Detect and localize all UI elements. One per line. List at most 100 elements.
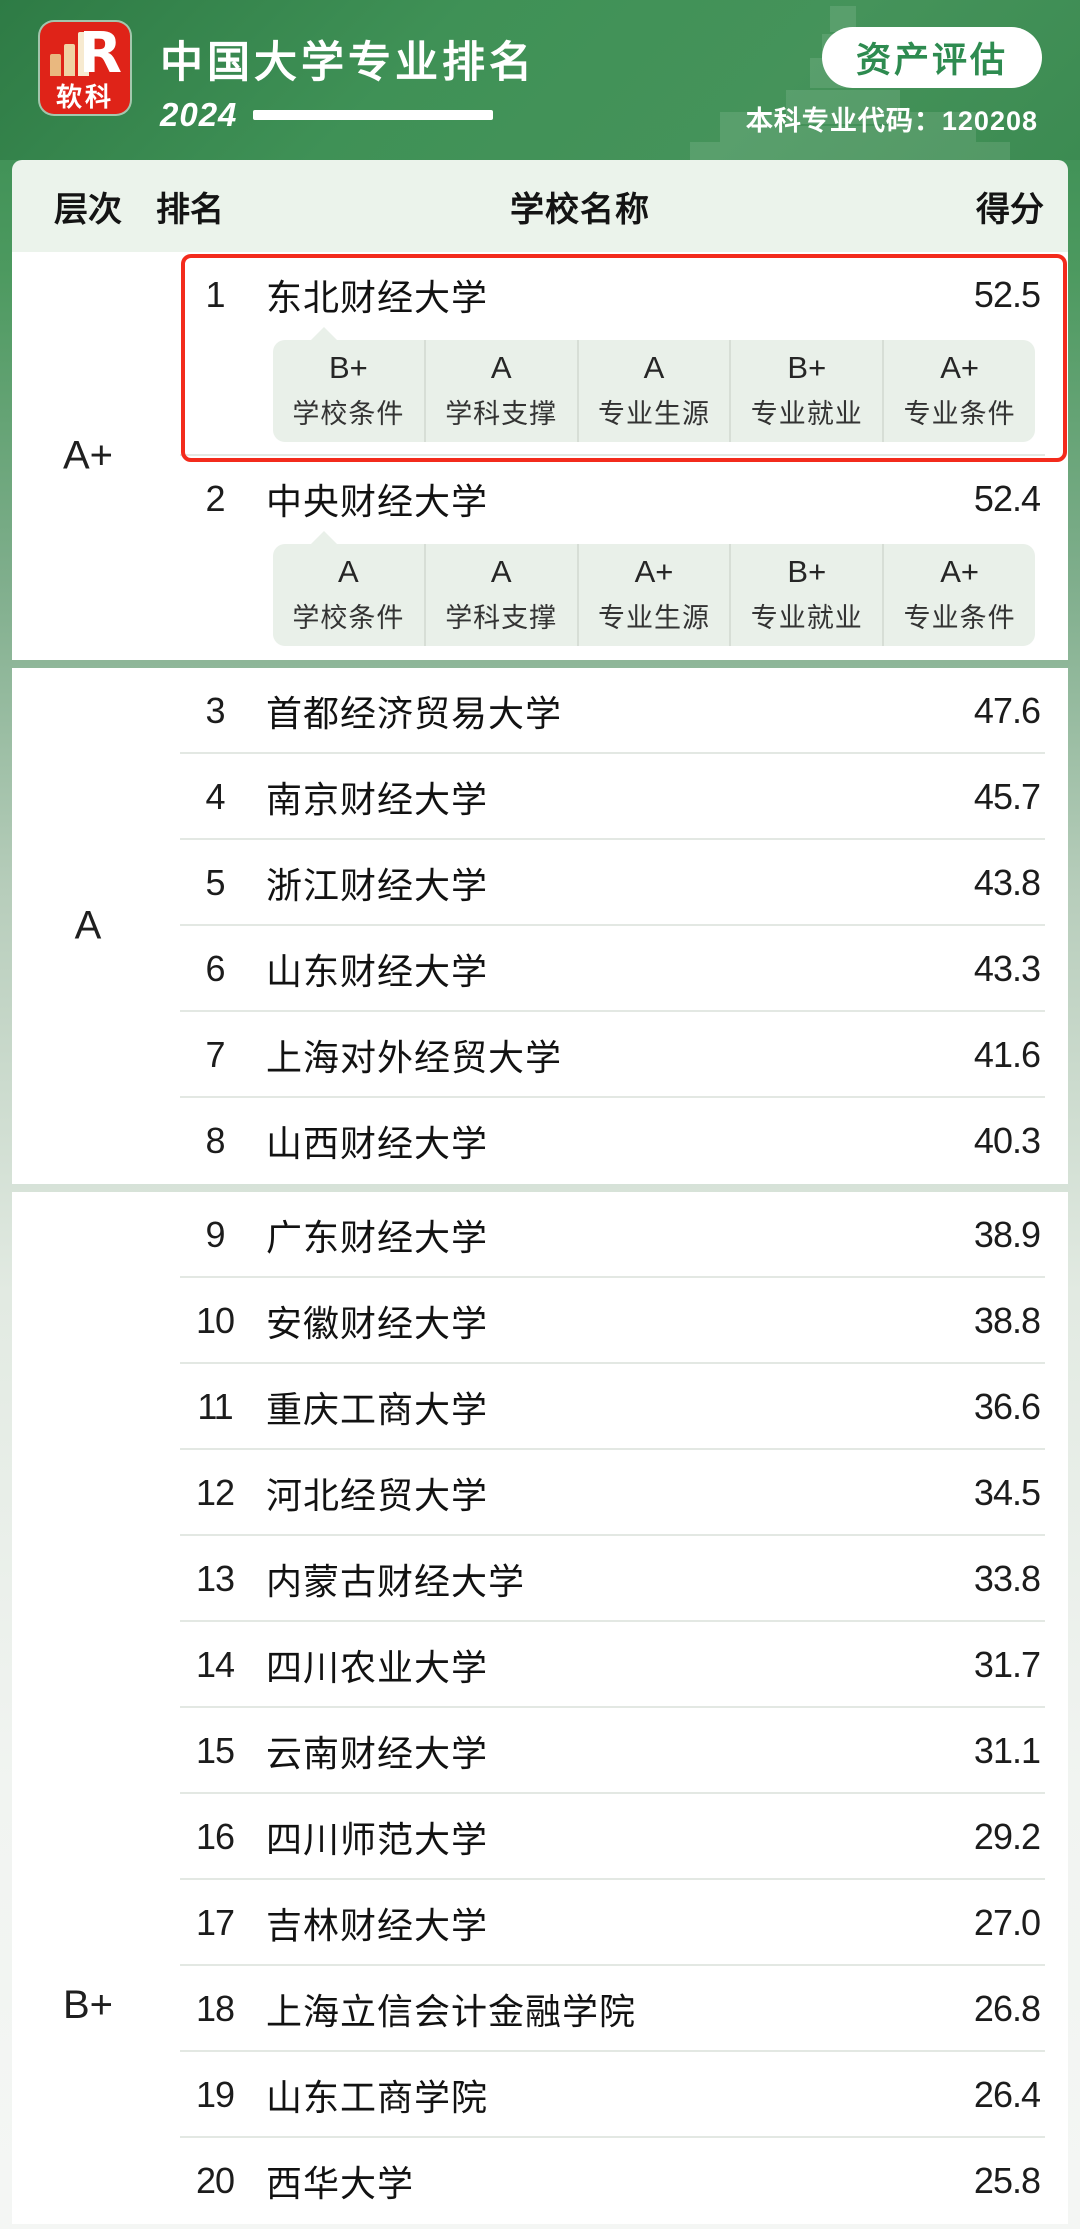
score-cell: 47.6 <box>973 690 1041 731</box>
table-row[interactable]: 15 云南财经大学 31.1 <box>12 1708 1068 1794</box>
year-label: 2024 <box>160 96 238 133</box>
tier-section: B+ 9 广东财经大学 38.9 10 安徽财经大学 38.8 11 重庆工商大… <box>12 1192 1068 2224</box>
metric-label: 学校条件 <box>292 399 405 430</box>
table-row[interactable]: 12 河北经贸大学 34.5 <box>12 1450 1068 1536</box>
school-name[interactable]: 东北财经大学 <box>266 277 489 318</box>
school-name[interactable]: 西华大学 <box>266 2163 415 2204</box>
school-name[interactable]: 广东财经大学 <box>266 1217 489 1258</box>
metric-label: 专业生源 <box>597 399 710 430</box>
table-row[interactable]: 17 吉林财经大学 27.0 <box>12 1880 1068 1966</box>
school-name[interactable]: 南京财经大学 <box>266 779 489 820</box>
school-name[interactable]: 浙江财经大学 <box>266 865 489 906</box>
score-cell: 40.3 <box>973 1120 1041 1161</box>
metric-label: 专业条件 <box>903 603 1016 634</box>
score-cell: 38.8 <box>973 1300 1041 1341</box>
school-name[interactable]: 云南财经大学 <box>266 1733 489 1774</box>
metric-label: 专业就业 <box>750 603 863 634</box>
category-badge[interactable]: 资产评估 <box>821 27 1042 88</box>
rank-cell: 13 <box>195 1558 235 1599</box>
metric-label: 专业生源 <box>597 603 710 634</box>
table-row[interactable]: 18 上海立信会计金融学院 26.8 <box>12 1966 1068 2052</box>
score-cell: 31.7 <box>973 1644 1041 1685</box>
section-rows: 9 广东财经大学 38.9 10 安徽财经大学 38.8 11 重庆工商大学 3… <box>12 1192 1068 2224</box>
metric-cell: A 学科支撑 <box>423 544 577 646</box>
table-row[interactable]: 13 内蒙古财经大学 33.8 <box>12 1536 1068 1622</box>
brand-name: 软科 <box>55 82 114 112</box>
metric-cell: A+ 专业条件 <box>882 340 1035 442</box>
table-row[interactable]: 19 山东工商学院 26.4 <box>12 2052 1068 2138</box>
column-header-tier: 层次 <box>54 190 122 229</box>
score-cell: 34.5 <box>973 1472 1041 1513</box>
rank-cell: 11 <box>197 1386 233 1427</box>
score-cell: 45.7 <box>973 776 1041 817</box>
score-cell: 43.3 <box>973 948 1041 989</box>
school-name[interactable]: 中央财经大学 <box>266 481 489 522</box>
tier-section: A 3 首都经济贸易大学 47.6 4 南京财经大学 45.7 5 浙江财经大学… <box>12 668 1068 1184</box>
metric-label: 专业就业 <box>750 399 863 430</box>
table-row[interactable]: 9 广东财经大学 38.9 <box>12 1192 1068 1278</box>
score-cell: 25.8 <box>973 2160 1041 2201</box>
table-row[interactable]: 10 安徽财经大学 38.8 <box>12 1278 1068 1364</box>
rank-cell: 19 <box>195 2074 235 2115</box>
school-name[interactable]: 山西财经大学 <box>266 1123 489 1164</box>
score-cell: 26.8 <box>973 1988 1041 2029</box>
tier-sections: A+ 1 东北财经大学 52.5 B+ 学校条件 A 学科支撑 A 专业生源 B… <box>12 252 1068 2224</box>
school-name[interactable]: 上海立信会计金融学院 <box>266 1991 637 2032</box>
table-row[interactable]: 6 山东财经大学 43.3 <box>12 926 1068 1012</box>
metric-grade: A <box>490 553 512 589</box>
school-name[interactable]: 山东财经大学 <box>266 951 489 992</box>
rank-cell: 16 <box>195 1816 235 1857</box>
school-name[interactable]: 内蒙古财经大学 <box>266 1561 526 1602</box>
score-cell: 26.4 <box>973 2074 1041 2115</box>
rank-cell: 2 <box>205 478 225 519</box>
school-name[interactable]: 上海对外经贸大学 <box>266 1037 563 1078</box>
title-block: 中国大学专业排名 2024 <box>160 28 536 134</box>
tier-label: A+ <box>62 433 114 478</box>
table-row[interactable]: 7 上海对外经贸大学 41.6 <box>12 1012 1068 1098</box>
school-name[interactable]: 山东工商学院 <box>266 2077 489 2118</box>
table-row[interactable]: 8 山西财经大学 40.3 <box>12 1098 1068 1184</box>
school-name[interactable]: 河北经贸大学 <box>266 1475 489 1516</box>
table-row[interactable]: 16 四川师范大学 29.2 <box>12 1794 1068 1880</box>
score-cell: 52.5 <box>973 274 1041 315</box>
table-row[interactable]: 14 四川农业大学 31.7 <box>12 1622 1068 1708</box>
table-row[interactable]: 5 浙江财经大学 43.8 <box>12 840 1068 926</box>
metric-cell: A+ 专业生源 <box>576 544 730 646</box>
rank-cell: 4 <box>205 776 225 817</box>
metrics-panel: B+ 学校条件 A 学科支撑 A 专业生源 B+ 专业就业 A+ 专业条件 <box>273 327 1035 442</box>
school-name[interactable]: 首都经济贸易大学 <box>266 693 563 734</box>
metric-cell: A 学校条件 <box>273 544 424 646</box>
score-cell: 38.9 <box>973 1214 1041 1255</box>
school-name[interactable]: 四川师范大学 <box>266 1819 489 1860</box>
metric-grade: A+ <box>940 349 979 385</box>
logo-r-glyph: R <box>78 21 122 86</box>
metrics-panel: A 学校条件 A 学科支撑 A+ 专业生源 B+ 专业就业 A+ 专业条件 <box>273 531 1035 646</box>
column-header-score: 得分 <box>976 190 1044 229</box>
column-header-rank: 排名 <box>156 190 224 229</box>
ruanke-logo[interactable]: R 软科 <box>40 22 130 114</box>
rank-cell: 12 <box>195 1472 235 1513</box>
metric-grade: A <box>490 349 512 385</box>
rank-cell: 15 <box>195 1730 235 1771</box>
school-name[interactable]: 安徽财经大学 <box>266 1303 489 1344</box>
metric-cell: A 专业生源 <box>576 340 730 442</box>
title-underline <box>253 110 494 120</box>
table-row[interactable]: 20 西华大学 25.8 <box>12 2138 1068 2224</box>
metric-cell: B+ 学校条件 <box>273 340 424 442</box>
tier-label: A <box>74 903 102 948</box>
rank-cell: 17 <box>195 1902 235 1943</box>
school-name[interactable]: 重庆工商大学 <box>266 1389 489 1430</box>
table-row[interactable]: 3 首都经济贸易大学 47.6 <box>12 668 1068 754</box>
rank-cell: 6 <box>205 948 225 989</box>
school-name[interactable]: 吉林财经大学 <box>266 1905 489 1946</box>
building-watermark-icon <box>690 6 1010 160</box>
table-row[interactable]: 11 重庆工商大学 36.6 <box>12 1364 1068 1450</box>
score-cell: 27.0 <box>973 1902 1041 1943</box>
table-row[interactable]: 4 南京财经大学 45.7 <box>12 754 1068 840</box>
table-row[interactable]: 1 东北财经大学 52.5 B+ 学校条件 A 学科支撑 A 专业生源 B+ 专… <box>12 252 1068 462</box>
table-row[interactable]: 2 中央财经大学 52.4 A 学校条件 A 学科支撑 A+ 专业生源 B+ 专… <box>12 456 1068 660</box>
metric-label: 专业条件 <box>903 399 1016 430</box>
metric-cell: A+ 专业条件 <box>882 544 1035 646</box>
school-name[interactable]: 四川农业大学 <box>266 1647 489 1688</box>
